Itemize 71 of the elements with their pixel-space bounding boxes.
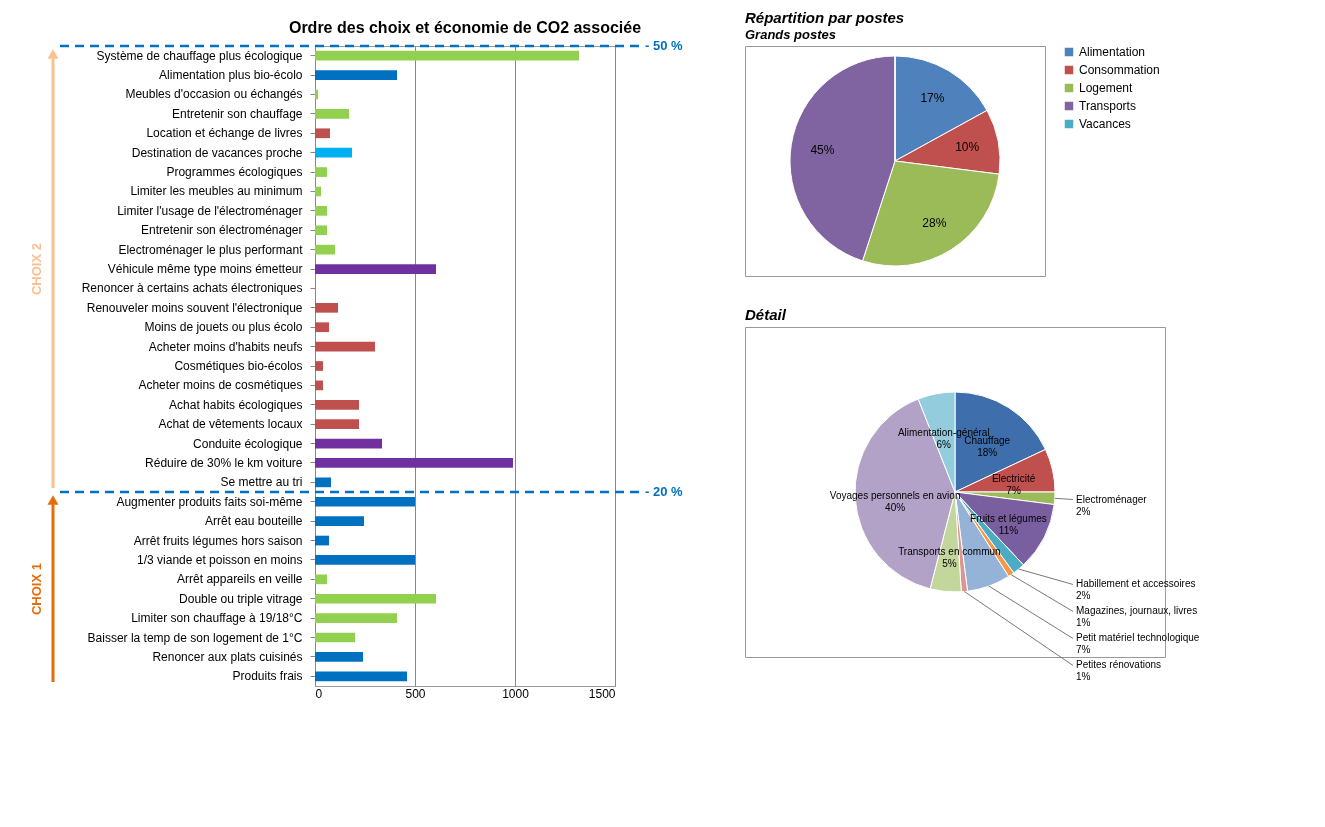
y-tick-label: Acheter moins de cosmétiques xyxy=(138,378,303,393)
slice-label: Habillement et accessoires xyxy=(1076,578,1196,590)
y-tick-label: Limiter les meubles au minimum xyxy=(130,184,303,199)
y-tick-label: Achat de vêtements locaux xyxy=(158,417,303,432)
legend-label: Transports xyxy=(1079,99,1136,113)
y-tick-label: Arrêt appareils en veille xyxy=(177,572,303,587)
ref-line-label: - 50 % xyxy=(645,38,684,53)
data-label: 2% xyxy=(1076,590,1091,602)
y-tick-label: Cosmétiques bio-écolos xyxy=(174,359,303,373)
y-tick-label: Electroménager le plus performant xyxy=(118,242,304,257)
slice-label: Petites rénovations xyxy=(1076,659,1162,671)
y-tick-label: Alimentation plus bio-écolo xyxy=(159,68,303,83)
y-tick-label: Baisser la temp de son logement de 1°C xyxy=(87,630,303,645)
text: CHOIX 2 xyxy=(29,243,44,296)
y-tick-label: Limiter l'usage de l'électroménager xyxy=(117,203,303,218)
data-label: 6% xyxy=(936,439,952,451)
y-tick-label: Se mettre au tri xyxy=(220,475,303,490)
data-label: 17% xyxy=(920,90,945,105)
y-tick-label: Destination de vacances proche xyxy=(131,145,303,160)
y-tick-label: Augmenter produits faits soi-même xyxy=(116,494,303,509)
data-label: 45% xyxy=(810,142,835,157)
y-tick-label: 1/3 viande et poisson en moins xyxy=(137,552,303,567)
y-tick-label: Location et échange de livres xyxy=(146,126,303,141)
ref-line-label: - 20 % xyxy=(645,484,684,500)
y-tick-label: Renoncer aux plats cuisinés xyxy=(152,649,303,664)
data-label: 7% xyxy=(1076,644,1091,656)
y-tick-label: Meubles d'occasion ou échangés xyxy=(125,87,303,102)
slice-label: Electroménager xyxy=(1076,493,1148,505)
chart-title: Ordre des choix et économie de CO2 associée xyxy=(288,19,642,36)
slice-label: Magazines, journaux, livres xyxy=(1076,605,1198,617)
y-tick-label: Renoncer à certains achats électroniques xyxy=(81,281,303,296)
y-tick-label: Véhicule même type moins émetteur xyxy=(107,262,303,277)
y-tick-label: Renouveler moins souvent l'électronique xyxy=(86,300,303,315)
y-tick-label: Double ou triple vitrage xyxy=(179,591,303,606)
y-tick-label: Programmes écologiques xyxy=(166,165,303,180)
legend-label: Logement xyxy=(1079,81,1134,95)
data-label: 40% xyxy=(885,501,906,513)
data-label: 18% xyxy=(977,447,998,459)
y-tick-label: Entretenir son électroménager xyxy=(141,223,303,238)
data-label: 1% xyxy=(1076,617,1091,629)
x-tick-label: 0 xyxy=(315,686,323,701)
slice-label: Voyages personnels en avion xyxy=(829,489,961,501)
data-label: 11% xyxy=(998,525,1019,537)
text: CHOIX 1 xyxy=(29,563,44,616)
data-label: 2% xyxy=(1076,505,1091,517)
legend-label: Alimentation xyxy=(1079,45,1146,59)
y-tick-label: Entretenir son chauffage xyxy=(171,106,303,121)
x-tick-label: 500 xyxy=(405,686,426,701)
x-tick-label: 1000 xyxy=(502,686,530,701)
slice-label: Petit matériel technologique xyxy=(1076,632,1200,644)
data-label: 5% xyxy=(942,557,957,569)
data-label: 28% xyxy=(922,216,947,231)
chart-title: Répartition par postes xyxy=(745,9,905,26)
y-tick-label: Acheter moins d'habits neufs xyxy=(148,339,303,354)
y-tick-label: Système de chauffage plus écologique xyxy=(96,48,303,63)
data-label: 10% xyxy=(955,140,980,155)
chart-subtitle: Grands postes xyxy=(745,27,837,42)
slice-label: Electricité xyxy=(991,472,1036,484)
y-tick-label: Arrêt eau bouteille xyxy=(205,514,303,529)
y-tick-label: Réduire de 30% le km voiture xyxy=(145,455,303,470)
y-tick-label: Moins de jouets ou plus écolo xyxy=(144,320,303,335)
y-tick-label: Achat habits écologiques xyxy=(169,397,303,412)
chart-title: Détail xyxy=(745,306,787,323)
y-tick-label: Arrêt fruits légumes hors saison xyxy=(133,533,303,548)
x-tick-label: 1500 xyxy=(588,686,616,701)
y-tick-label: Produits frais xyxy=(232,669,303,684)
y-tick-label: Limiter son chauffage à 19/18°C xyxy=(131,611,303,626)
legend-label: Vacances xyxy=(1079,117,1131,131)
data-label: 1% xyxy=(1076,671,1091,683)
legend-label: Consommation xyxy=(1079,63,1160,77)
y-tick-label: Conduite écologique xyxy=(193,436,303,451)
